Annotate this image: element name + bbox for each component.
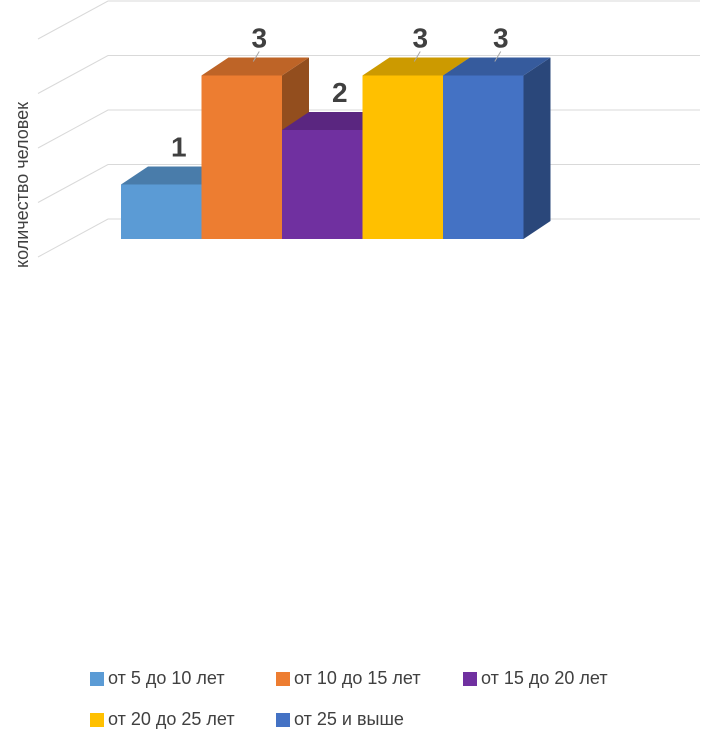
chart-svg: 1 3 2 3 3 количество человек: [12, 0, 700, 268]
leader-line: [252, 51, 260, 62]
legend-item: от 15 до 20 лет: [463, 668, 608, 689]
bar-front: [121, 184, 202, 239]
legend-item: от 25 и выше: [276, 709, 404, 730]
data-label: 3: [493, 23, 509, 54]
legend-swatch: [276, 671, 290, 686]
gridline: [37, 0, 700, 40]
y-axis-label: количество человек: [12, 102, 32, 268]
bar-top: [443, 57, 551, 76]
bar-front: [201, 75, 282, 239]
leader-line: [494, 51, 502, 62]
bar: [443, 57, 551, 239]
bar-front: [443, 75, 524, 239]
legend-label: от 25 и выше: [294, 709, 404, 729]
data-label: 3: [251, 23, 267, 54]
chart: 1 3 2 3 3 количество человек от 5 до 10 лет о…: [12, 0, 700, 729]
legend-item: от 20 до 25 лет: [90, 709, 235, 730]
bar-top: [362, 57, 470, 76]
bar-front: [282, 130, 363, 239]
data-label: 2: [332, 77, 348, 108]
bars: [121, 57, 551, 239]
bar-top: [201, 57, 309, 76]
legend-label: от 10 до 15 лет: [294, 668, 421, 688]
legend-label: от 15 до 20 лет: [481, 668, 608, 688]
legend-item: от 10 до 15 лет: [276, 668, 421, 689]
legend-swatch: [276, 712, 290, 727]
legend-label: от 20 до 25 лет: [108, 709, 235, 729]
data-label: 1: [171, 132, 187, 163]
gridline: [37, 55, 700, 94]
legend-swatch: [90, 712, 104, 727]
legend-swatch: [90, 671, 104, 686]
bar-side: [523, 57, 551, 239]
leader-line: [413, 51, 421, 62]
legend-swatch: [463, 671, 477, 686]
legend-item: от 5 до 10 лет: [90, 668, 225, 689]
data-label: 3: [412, 23, 428, 54]
legend-label: от 5 до 10 лет: [108, 668, 225, 688]
data-labels: 1 3 2 3 3: [171, 23, 509, 163]
bar-front: [362, 75, 443, 239]
